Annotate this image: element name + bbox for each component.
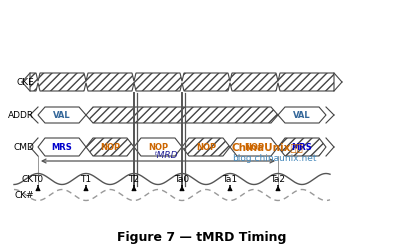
Text: VAL: VAL <box>53 110 71 120</box>
Text: CMD: CMD <box>13 143 34 151</box>
Text: T2: T2 <box>128 175 139 184</box>
Text: ADDR: ADDR <box>8 110 34 120</box>
Text: ChinaUnix博客: ChinaUnix博客 <box>232 142 304 152</box>
Polygon shape <box>38 138 86 156</box>
Text: Ta1: Ta1 <box>223 175 238 184</box>
Polygon shape <box>230 138 278 156</box>
Text: Figure 7 — tMRD Timing: Figure 7 — tMRD Timing <box>117 230 287 244</box>
Text: NOP: NOP <box>244 143 264 151</box>
Text: Ta2: Ta2 <box>271 175 286 184</box>
Text: CKE: CKE <box>16 78 34 86</box>
Text: ᵗMRD: ᵗMRD <box>154 151 178 160</box>
Polygon shape <box>86 138 134 156</box>
Text: blog.chinaunix.net: blog.chinaunix.net <box>232 153 316 163</box>
Text: VAL: VAL <box>293 110 311 120</box>
Text: NOP: NOP <box>148 143 168 151</box>
Text: CK#: CK# <box>15 190 34 200</box>
Text: T0: T0 <box>32 175 44 184</box>
Text: MRS: MRS <box>52 143 72 151</box>
Polygon shape <box>278 138 326 156</box>
Polygon shape <box>86 107 278 123</box>
Polygon shape <box>134 138 182 156</box>
Text: Ta0: Ta0 <box>175 175 189 184</box>
Text: NOP: NOP <box>100 143 120 151</box>
Text: NOP: NOP <box>196 143 216 151</box>
Polygon shape <box>278 107 326 123</box>
Polygon shape <box>38 107 86 123</box>
Text: T1: T1 <box>80 175 92 184</box>
Text: CK: CK <box>22 174 34 184</box>
Text: MRS: MRS <box>292 143 312 151</box>
Polygon shape <box>30 73 334 91</box>
Polygon shape <box>182 138 230 156</box>
